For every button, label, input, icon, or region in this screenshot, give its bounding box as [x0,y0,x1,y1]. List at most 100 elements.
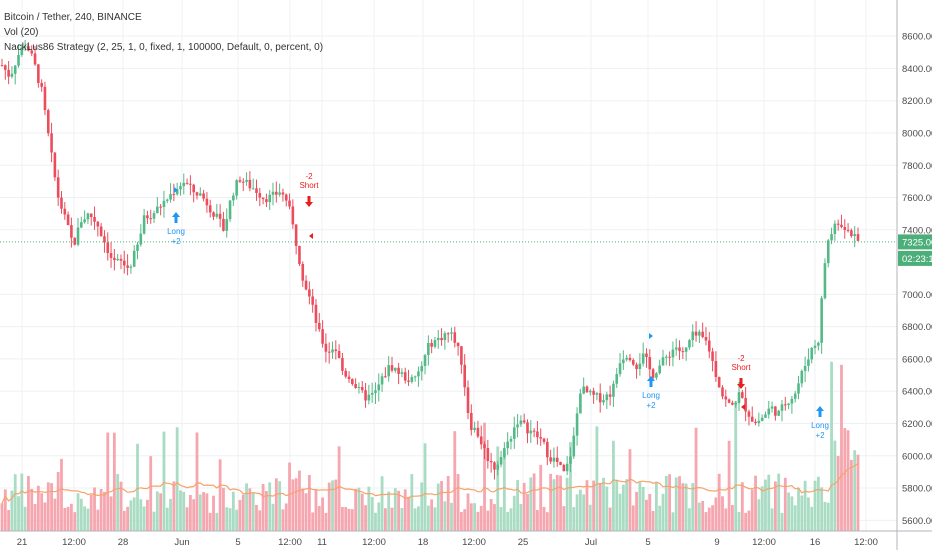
candle-body [380,376,384,385]
volume-bar [618,493,622,531]
volume-bar [182,491,186,531]
volume-bar [740,482,744,531]
candle-body [436,337,440,341]
signal-label: Long [642,391,660,400]
signal-marker: Long+2 [811,406,829,440]
volume-bar [654,482,658,531]
volume-bar [60,458,63,531]
candle-body [73,237,77,245]
arrow-down-icon [737,378,745,389]
candle-body [301,263,305,281]
volume-bar [691,483,695,531]
volume-bar [198,494,202,531]
candle-body [800,370,804,384]
volume-bar [327,482,331,531]
volume-bar [684,483,688,531]
candle-body [608,394,612,397]
candle-body [4,65,7,70]
volume-bar [489,499,493,531]
volume-bar [450,502,453,531]
candle-body [463,364,467,388]
y-tick-label: 7800.00 [902,161,932,172]
candle-body [255,188,258,193]
volume-bar [129,500,133,531]
x-tick-label: 12:00 [362,537,386,548]
volume-bar [440,481,443,531]
volume-bar [360,493,364,531]
volume-bar [307,475,311,531]
x-tick-label: 28 [118,537,129,548]
volume-bar [549,473,553,531]
candle-body [89,213,93,218]
candle-body [516,424,519,428]
volume-bar [7,509,11,531]
volume-bar [456,474,460,531]
candle-body [470,412,473,430]
candle-body [275,191,278,195]
volume-bar [645,499,648,531]
candle-body [384,376,387,378]
volume-bar [760,486,764,531]
candle-body [817,342,820,346]
volume-bar [823,501,827,531]
volume-bar [479,505,483,531]
arrow-up-icon [816,406,824,417]
volume-bar [149,456,153,531]
volume-bar [364,505,367,531]
candle-body [618,363,622,375]
y-tick-label: 8000.00 [902,128,932,139]
volume-bar [707,507,711,531]
volume-bar [370,497,374,531]
candle-body [205,198,209,206]
volume-bar [849,459,853,531]
candle-body [460,346,463,365]
candle-body [294,224,298,246]
candle-body [668,356,671,358]
candle-body [427,342,430,356]
volume-bar [30,488,34,531]
volume-bar [225,507,229,531]
candle-body [96,221,100,227]
volume-bar [803,480,807,531]
volume-bar [208,512,212,531]
y-tick-label: 7600.00 [902,193,932,204]
candle-body [60,197,63,209]
volume-bar [162,431,166,531]
candle-body [360,387,364,391]
volume-bar [727,440,731,531]
volume-bar [628,449,632,531]
candle-body [503,448,506,458]
candle-body [506,441,509,449]
volume-bar [146,499,149,531]
volume-bar [443,501,447,531]
volume-bar [754,475,757,531]
volume-bar [681,483,685,531]
volume-bar [377,502,381,531]
candle-body [258,192,262,198]
volume-bar [532,473,536,531]
volume-bar [380,476,384,531]
candle-body [803,365,807,371]
volume-bar [132,497,136,531]
candle-body [165,199,169,201]
y-tick-label: 5600.00 [902,516,932,527]
candle-body [17,54,20,66]
volume-bar [205,493,209,531]
y-tick-label: 8200.00 [902,96,932,107]
candle-body [199,193,202,196]
volume-bar [116,474,120,531]
volume-bar [499,507,503,531]
volume-bar [764,479,767,531]
candle-body [185,182,189,184]
volume-bar [469,503,473,531]
volume-bar [271,503,275,531]
candle-body [99,226,103,237]
volume-bar [582,494,586,531]
candle-body [248,179,252,189]
volume-bar [231,491,235,531]
volume-bar [126,506,129,531]
candle-body [228,200,232,220]
